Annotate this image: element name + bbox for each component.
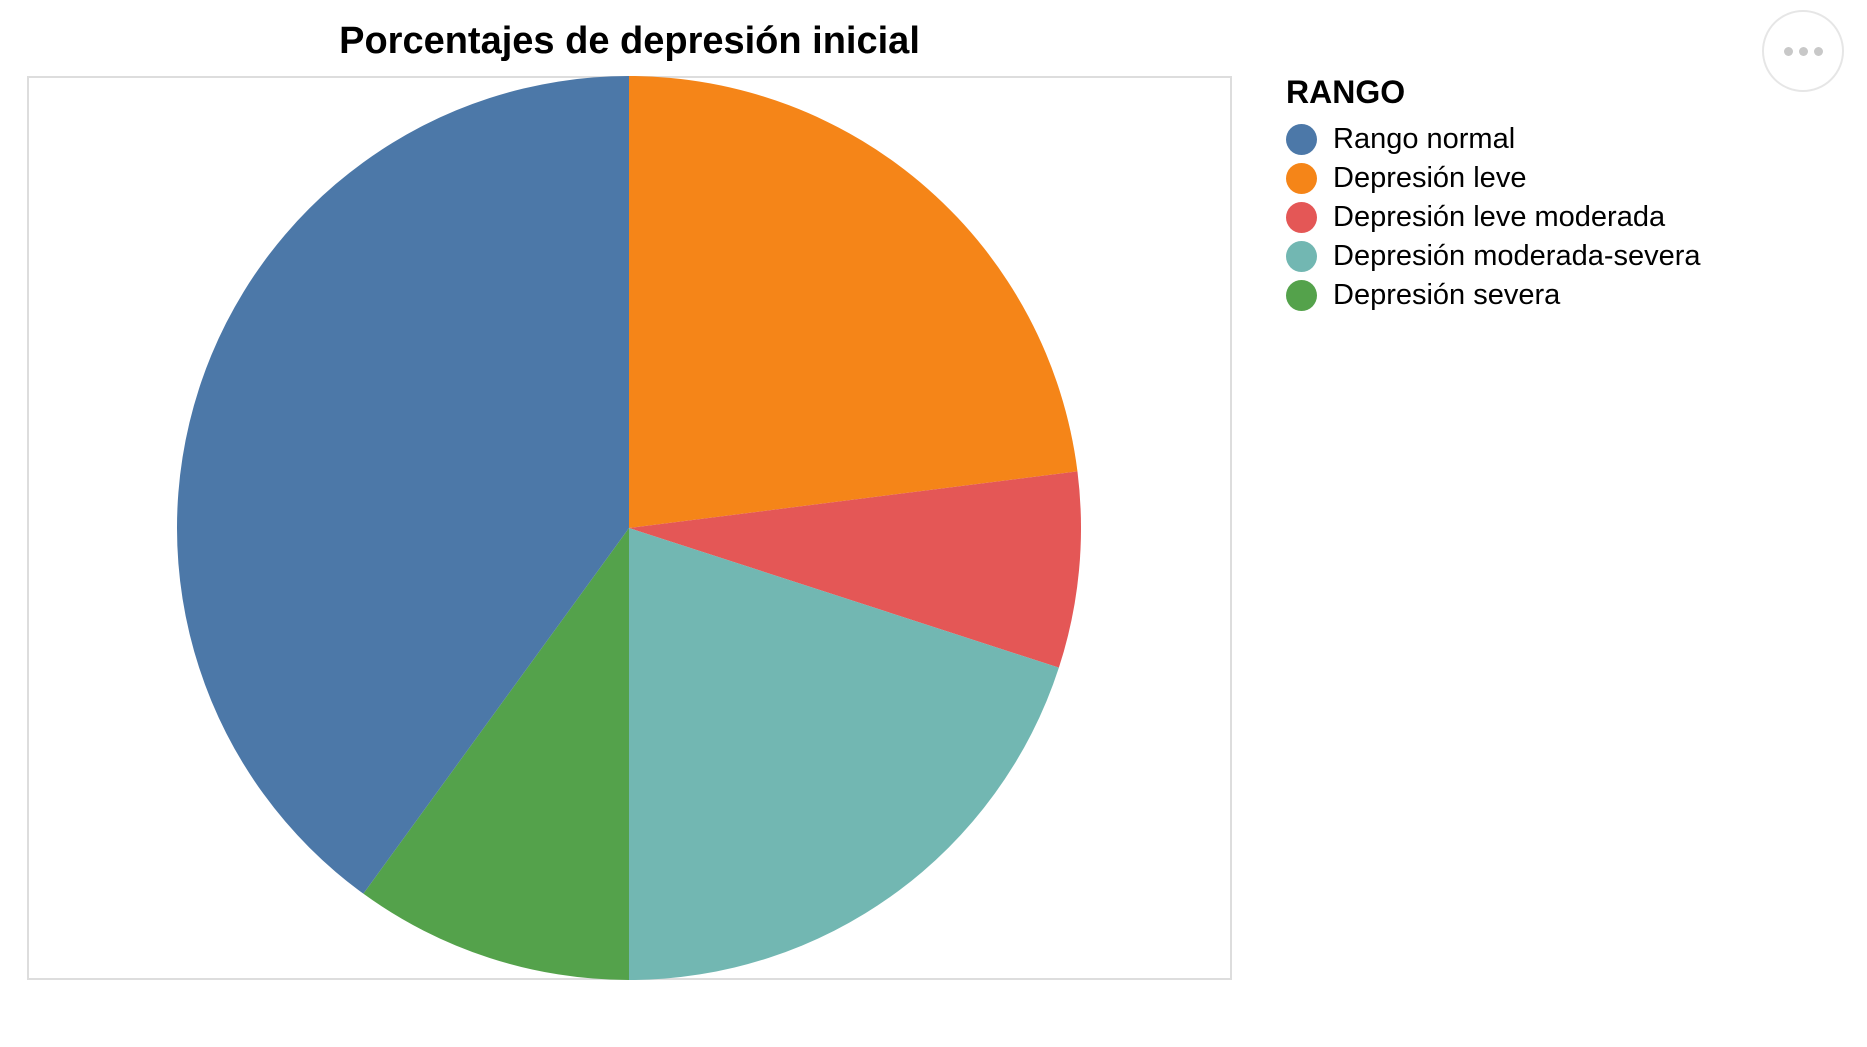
pie-slice-rango-normal[interactable]	[176, 76, 629, 894]
legend-swatch	[1286, 202, 1317, 233]
legend: RANGO Rango normal Depresión leve Depres…	[1286, 72, 1701, 315]
pie-slice-depresi-n-moderada-severa[interactable]	[629, 528, 1059, 980]
legend-item: Rango normal	[1286, 120, 1701, 159]
legend-swatch	[1286, 163, 1317, 194]
chart-title: Porcentajes de depresión inicial	[339, 20, 920, 62]
legend-swatch	[1286, 241, 1317, 272]
legend-label: Depresión leve	[1333, 162, 1527, 194]
legend-swatch	[1286, 124, 1317, 155]
legend-item: Depresión leve	[1286, 159, 1701, 198]
legend-item: Depresión moderada-severa	[1286, 237, 1701, 276]
pie-slice-depresi-n-leve[interactable]	[629, 76, 1078, 528]
more-actions-button[interactable]	[1762, 10, 1844, 92]
legend-item: Depresión severa	[1286, 276, 1701, 315]
pie-slice-depresi-n-severa[interactable]	[363, 528, 629, 980]
legend-item: Depresión leve moderada	[1286, 198, 1701, 237]
pie-chart	[176, 76, 1082, 980]
legend-label: Depresión moderada-severa	[1333, 240, 1701, 272]
pie-slice-depresi-n-leve-moderada[interactable]	[629, 471, 1082, 668]
legend-label: Depresión severa	[1333, 279, 1561, 311]
legend-label: Depresión leve moderada	[1333, 201, 1666, 233]
legend-title: RANGO	[1286, 74, 1406, 110]
more-horizontal-icon	[1781, 46, 1826, 56]
legend-swatch	[1286, 280, 1317, 311]
legend-label: Rango normal	[1333, 123, 1516, 155]
